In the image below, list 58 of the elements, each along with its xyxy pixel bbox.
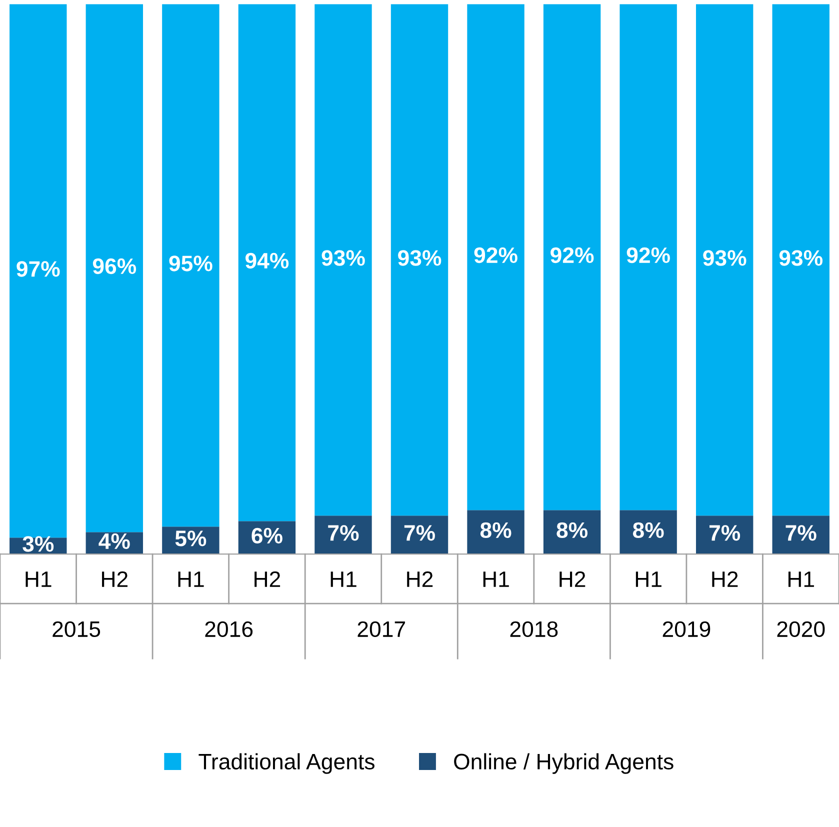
bar [10, 4, 67, 538]
bar [620, 4, 677, 510]
data-label: 7% [404, 525, 435, 541]
data-label: 7% [786, 525, 816, 541]
data-label: 7% [709, 525, 740, 541]
data-label: 93% [703, 250, 746, 266]
bar [543, 4, 601, 510]
data-label: 8% [556, 522, 588, 538]
bar [772, 516, 830, 554]
data-label: 8% [480, 522, 512, 538]
data-label: 93% [398, 250, 442, 266]
bar [620, 510, 677, 554]
text: 2020 [777, 621, 825, 638]
legend-label: Traditional Agents [198, 753, 374, 774]
data-label: 95% [169, 256, 212, 272]
x-tick-label: H1 [330, 572, 356, 587]
data-label: 8% [632, 522, 664, 538]
x-tick-label: H1 [26, 572, 52, 587]
bar [390, 4, 448, 516]
bar [467, 510, 524, 554]
x-tick-label: H1 [636, 572, 662, 587]
x-tick-label: H2 [712, 571, 738, 587]
text: 2015 [52, 621, 100, 638]
bar [390, 516, 448, 554]
data-label: 97% [16, 261, 60, 277]
x-tick-label: H1 [788, 572, 814, 587]
bar [467, 4, 524, 510]
text: 2019 [662, 621, 710, 638]
text: 2016 [205, 621, 253, 638]
data-label: 92% [550, 247, 594, 264]
x-tick-label: H2 [407, 571, 433, 587]
bar [772, 4, 830, 516]
data-label: 94% [245, 252, 289, 269]
x-tick-label: H1 [483, 572, 509, 587]
bar [314, 4, 372, 516]
data-label: 6% [252, 528, 282, 544]
x-tick-label: H1 [178, 572, 204, 587]
data-label: 93% [322, 250, 365, 266]
data-label: 92% [474, 247, 518, 264]
x-tick-label: H2 [560, 571, 586, 587]
legend-label: Online / Hybrid Agents [454, 753, 674, 774]
data-label: 96% [92, 258, 136, 274]
text: 2018 [510, 621, 558, 638]
bar [696, 4, 754, 516]
data-label: 93% [779, 250, 823, 266]
x-tick-label: H2 [254, 571, 280, 587]
data-label: 4% [98, 533, 130, 550]
bar [162, 4, 220, 527]
x-tick-label: H2 [102, 571, 128, 587]
bar [238, 4, 296, 522]
bar [86, 4, 144, 532]
bar [696, 516, 754, 554]
data-label: 3% [22, 536, 54, 552]
data-label: 92% [626, 247, 670, 264]
data-label: 5% [175, 530, 206, 546]
text: 2017 [358, 621, 405, 638]
data-label: 7% [328, 525, 359, 541]
bar [314, 516, 372, 554]
